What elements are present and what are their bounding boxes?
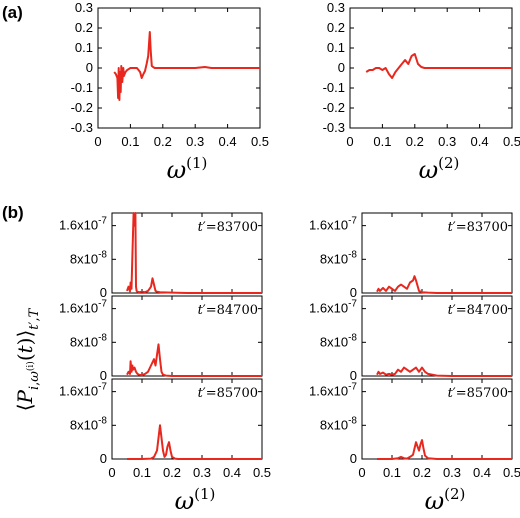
y-tick-label: 1.6x10-7 — [309, 299, 357, 316]
svg-text:⟨Pi,ω(i)(t)⟩t′,T: ⟨Pi,ω(i)(t)⟩t′,T — [13, 307, 42, 411]
x-tick-label: 0.4 — [219, 134, 237, 149]
y-tick-label: -0.1 — [71, 80, 93, 95]
y-tick-label: 8x10-8 — [70, 415, 108, 432]
series-line — [126, 343, 262, 377]
x-tick-label: 0.5 — [503, 134, 520, 149]
panel-label-a: (a) — [2, 3, 23, 22]
y-tick-label: 0 — [100, 451, 107, 466]
y-tick-label: 0 — [100, 368, 107, 383]
x-axis-label: ω(2) — [425, 485, 466, 515]
y-tick-label: 0 — [100, 285, 107, 300]
y-tick-label: 1.6x10-7 — [59, 382, 107, 399]
chart-b11: 1.6x10-7 8x10-8 0 t′=83700 — [59, 212, 263, 300]
panel-label-b: (b) — [2, 203, 24, 222]
time-annotation: t′=83700 — [448, 220, 508, 235]
series-line — [377, 439, 512, 460]
y-tick-label: 0.1 — [327, 40, 345, 55]
y-tick-label: 1.6x10-7 — [309, 382, 357, 399]
y-tick-label: -0.2 — [71, 100, 93, 115]
x-tick-label: 0.2 — [163, 465, 181, 480]
x-tick-label: 0.5 — [503, 465, 520, 480]
x-tick-label: 0 — [346, 134, 353, 149]
y-tick-label: 8x10-8 — [320, 332, 358, 349]
y-tick-label: 0 — [350, 285, 357, 300]
y-tick-label: 1.6x10-7 — [59, 216, 107, 233]
chart-b12: 1.6x10-7 8x10-8 0 t′=83700 — [309, 212, 513, 300]
x-tick-label: 0.1 — [133, 465, 151, 480]
y-tick-label: 8x10-8 — [70, 332, 108, 349]
x-axis-label: ω(1) — [167, 154, 208, 184]
chart-a2: 0.30.20.10-0.1-0.2-0.30 0.1 0.2 0.3 0.4 0.5ω(… — [323, 0, 520, 184]
y-tick-label: 0.2 — [327, 20, 345, 35]
time-annotation: t′=84700 — [198, 303, 258, 318]
y-tick-label: 0.2 — [75, 20, 93, 35]
time-annotation: t′=85700 — [448, 386, 508, 401]
y-tick-label: 8x10-8 — [70, 249, 108, 266]
x-tick-label: 0.3 — [186, 134, 204, 149]
series-line — [126, 212, 262, 294]
y-axis-label-b: ⟨Pi,ω(i)(t)⟩t′,T — [13, 307, 42, 411]
x-tick-label: 0.4 — [223, 465, 241, 480]
series-line — [376, 275, 512, 294]
x-axis-label: ω(2) — [419, 154, 460, 184]
y-tick-label: 8x10-8 — [320, 415, 358, 432]
x-tick-label: 0 — [94, 134, 101, 149]
time-annotation: t′=83700 — [198, 220, 258, 235]
x-tick-label: 0.2 — [413, 465, 431, 480]
y-tick-label: 0 — [350, 368, 357, 383]
x-tick-label: 0.5 — [253, 465, 271, 480]
x-tick-label: 0.5 — [251, 134, 269, 149]
time-annotation: t′=85700 — [198, 386, 258, 401]
chart-b21: 1.6x10-7 8x10-8 0 t′=84700 — [59, 295, 263, 383]
x-tick-label: 0 — [358, 465, 365, 480]
chart-b31: 1.6x10-7 8x10-8 00 0.1 0.2 0.3 0.4 0.5 t′=85700 ω… — [59, 378, 271, 515]
x-tick-label: 0.3 — [438, 134, 456, 149]
y-tick-label: 0.3 — [75, 0, 93, 15]
y-tick-label: -0.2 — [323, 100, 345, 115]
y-tick-label: 0.1 — [75, 40, 93, 55]
y-tick-label: 1.6x10-7 — [309, 216, 357, 233]
x-tick-label: 0.1 — [121, 134, 139, 149]
y-tick-label: 0 — [350, 451, 357, 466]
y-tick-label: 0 — [86, 60, 93, 75]
x-tick-label: 0.2 — [406, 134, 424, 149]
y-tick-label: -0.3 — [71, 120, 93, 135]
chart-b22: 1.6x10-7 8x10-8 0 t′=84700 — [309, 295, 513, 383]
series-line — [127, 424, 262, 460]
time-annotation: t′=84700 — [448, 303, 508, 318]
x-tick-label: 0.1 — [373, 134, 391, 149]
y-tick-label: 0.3 — [327, 0, 345, 15]
chart-b32: 1.6x10-7 8x10-8 00 0.1 0.2 0.3 0.4 0.5 t′=85700 ω… — [309, 378, 520, 515]
x-axis-label: ω(1) — [175, 485, 216, 515]
series-line — [365, 53, 512, 79]
x-tick-label: 0.3 — [443, 465, 461, 480]
y-tick-label: 8x10-8 — [320, 249, 358, 266]
y-tick-label: 0 — [338, 60, 345, 75]
x-tick-label: 0.4 — [473, 465, 491, 480]
y-tick-label: 1.6x10-7 — [59, 299, 107, 316]
x-tick-label: 0.1 — [383, 465, 401, 480]
series-line — [376, 366, 512, 377]
x-tick-label: 0.4 — [471, 134, 489, 149]
y-tick-label: -0.3 — [323, 120, 345, 135]
series-line — [113, 31, 260, 101]
chart-a1: 0.30.20.10-0.1-0.2-0.30 0.1 0.2 0.3 0.4 0.5ω(… — [71, 0, 269, 184]
x-tick-label: 0.3 — [193, 465, 211, 480]
y-tick-label: -0.1 — [323, 80, 345, 95]
x-tick-label: 0.2 — [154, 134, 172, 149]
x-tick-label: 0 — [108, 465, 115, 480]
